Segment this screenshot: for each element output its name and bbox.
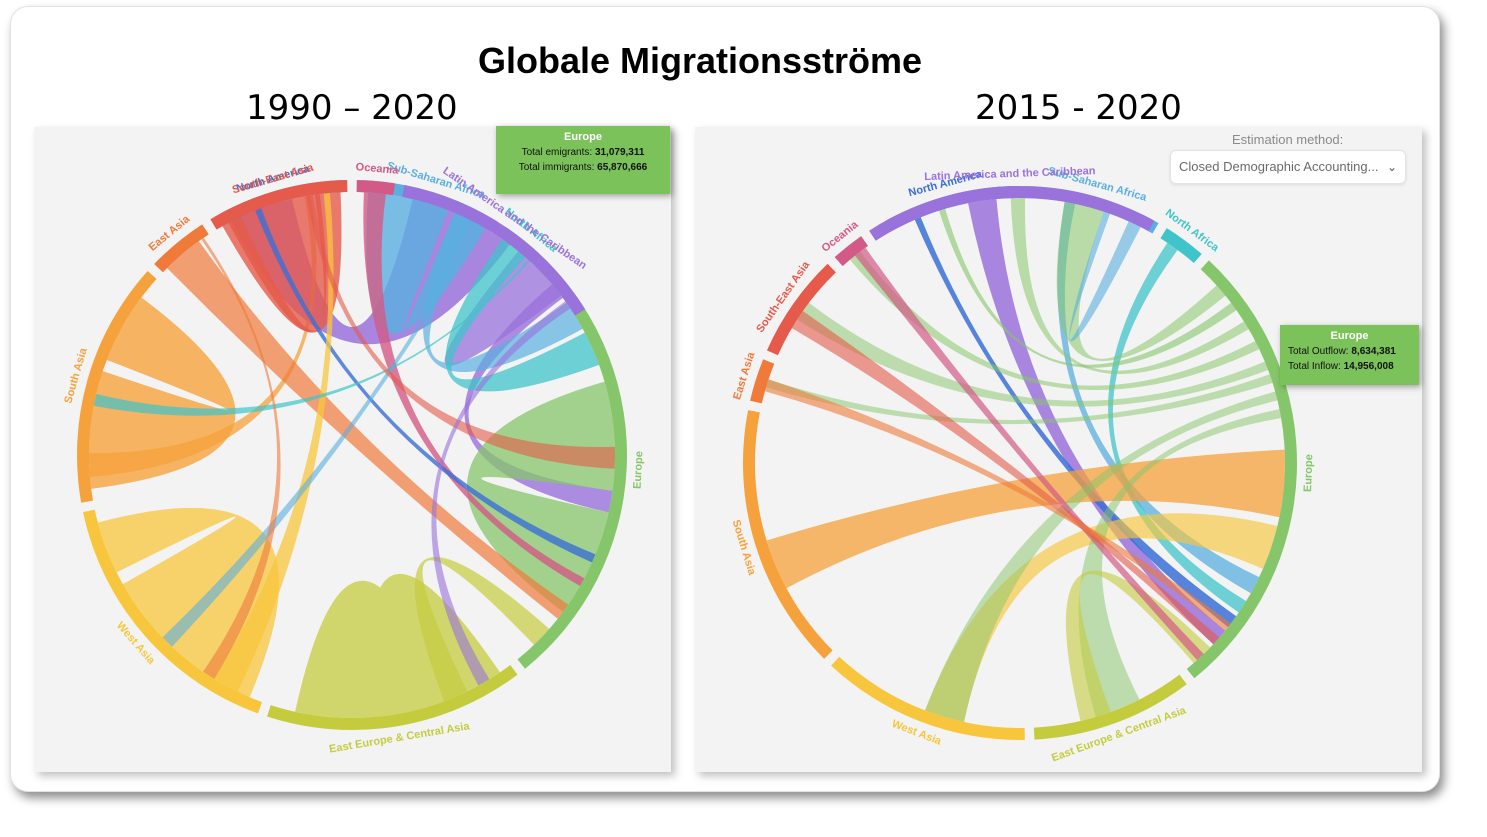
tooltip-emigrants-value: 31,079,311 [594,147,645,158]
flow-ribbon-europe-to-west_asia[interactable] [925,391,1278,723]
region-arc-west_asia[interactable] [831,656,1025,740]
estimation-method-select[interactable]: Closed Demographic Accounting... ⌄ [1170,150,1406,184]
tooltip-inflow-label: Total Inflow: [1288,361,1341,372]
chart1-subtitle: 1990 – 2020 [246,88,458,128]
region-arc-south_east_asia[interactable] [210,180,348,230]
region-arc-oceania[interactable] [834,236,869,267]
flow-ribbon-europe-to-east_europe_central_asia[interactable] [1078,409,1282,717]
flow-ribbon-latin_america-to-europe[interactable] [464,284,613,513]
region-arc-latin_america[interactable] [402,185,586,316]
flow-ribbon-west_asia-to-north_america[interactable] [214,192,334,692]
region-arc-europe[interactable] [517,260,627,669]
page-title: Globale Migrationsströme [477,40,923,81]
region-arc-south_east_asia[interactable] [766,263,836,356]
flow-ribbon-oceania-to-europe[interactable] [855,247,1204,661]
tooltip-immigrants-label: Total immigrants: [518,162,595,173]
flow-ribbon-south_east_asia-to-europe[interactable] [791,311,1220,645]
region-arc-east_europe_central_asia[interactable] [267,665,518,730]
flow-ribbon-south_east_asia-to-north_america[interactable] [228,193,327,333]
region-label-latin_america: Latin America and the Caribbean [924,165,1096,183]
flow-ribbon-sub_saharan_africa-to-sub_saharan_africa[interactable] [1069,211,1141,342]
region-arc-east_europe_central_asia[interactable] [1033,674,1187,740]
region-arc-latin_america[interactable] [869,186,1155,241]
tooltip-immigrants-value: 65,870,666 [597,162,648,173]
flow-ribbon-europe-to-sub_saharan_africa[interactable] [1056,201,1226,362]
tooltip-inflow-value: 14,956,008 [1343,361,1394,372]
region-arc-east_asia[interactable] [750,359,775,404]
estimation-method-value: Closed Demographic Accounting... [1179,159,1379,174]
region-arc-europe[interactable] [1186,260,1297,679]
flow-ribbon-east_europe_central_asia-to-europe[interactable] [414,556,550,702]
region-label-europe: Europe [1302,454,1315,492]
flow-ribbon-east_asia-to-west_asia[interactable] [201,237,281,680]
region-arc-north_africa[interactable] [1160,228,1202,264]
region-arc-oceania[interactable] [356,180,396,196]
tooltip-outflow-label: Total Outflow: [1288,346,1349,357]
tooltip-region: Europe [564,131,602,143]
region-label-oceania: Oceania [355,161,400,177]
flow-ribbon-north_africa-to-south_asia[interactable] [93,259,530,416]
flow-ribbon-latin_america-to-europe[interactable] [444,251,562,367]
region-label-europe: Europe [632,451,646,489]
chord-panel-2015-2020 [695,127,1422,772]
flow-ribbon-europe-to-east_asia[interactable] [766,374,1273,425]
flow-ribbon-north_africa-to-europe[interactable] [445,239,600,392]
flow-ribbon-sub_saharan_africa-to-europe[interactable] [423,212,583,373]
chart2-subtitle: 2015 - 2020 [975,88,1182,128]
flow-ribbon-east_asia-to-europe[interactable] [167,241,569,619]
region-arc-east_asia[interactable] [154,224,209,273]
region-arc-sub_saharan_africa[interactable] [361,180,498,232]
europe-tooltip-1990-2020: Europe Total emigrants: 31,079,311 Total… [496,126,670,194]
tooltip-outflow-value: 8,634,381 [1351,346,1396,357]
estimation-method-label: Estimation method: [1232,132,1344,147]
region-arc-south_asia[interactable] [77,270,157,503]
flow-ribbon-latin_america-to-europe[interactable] [968,199,1226,645]
flow-ribbon-east_europe_central_asia-to-europe[interactable] [1065,570,1211,721]
flow-ribbon-south_asia-to-europe[interactable] [766,449,1285,589]
europe-tooltip-2015-2020: Europe Total Outflow: 8,634,381 Total In… [1280,325,1419,385]
chevron-down-icon: ⌄ [1386,160,1397,174]
flow-ribbon-east_asia-to-europe[interactable] [764,379,1231,631]
tooltip-emigrants-label: Total emigrants: [521,147,593,158]
tooltip-region: Europe [1330,330,1369,342]
region-arc-south_asia[interactable] [743,410,833,659]
